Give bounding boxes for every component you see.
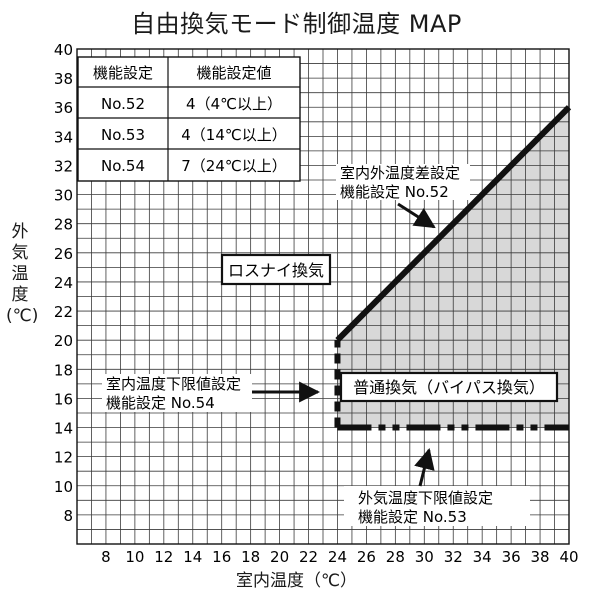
indoor-lower-callout: 室内温度下限値設定 機能設定 No.54 [102,374,321,412]
x-tick-label: 18 [241,548,260,566]
y-tick-label: 24 [54,274,73,292]
y-tick-label: 12 [54,449,73,467]
x-tick-label: 26 [357,548,376,566]
y-tick-label: 14 [54,420,73,438]
x-tick-label: 8 [101,548,111,566]
x-tick-label: 36 [502,548,521,566]
y-tick-label: 34 [54,128,73,146]
diff-setting-line [335,105,572,343]
table-cell: 4（14℃以上） [181,126,286,144]
plot-frame [76,48,570,545]
diff-callout-line2: 機能設定 No.52 [340,183,449,201]
x-tick-label: 12 [154,548,173,566]
y-axis-label-char: 度 [11,285,29,305]
table-cell: No.53 [101,126,145,144]
lossnay-label-box: ロスナイ換気 [220,253,332,286]
y-axis-label-char: 気 [11,243,29,263]
outdoor-lower-callout-line2: 機能設定 No.53 [358,508,467,526]
outdoor-lower-callout-line1: 外気温度下限値設定 [358,489,493,507]
y-tick-label: 28 [54,216,73,234]
x-tick-label: 14 [183,548,202,566]
bypass-label: 普通換気（バイパス換気） [353,378,545,397]
x-tick-label: 30 [415,548,434,566]
x-tick-labels: 8 10 12 14 16 18 20 22 24 26 28 30 32 34 36 38 40 [101,548,578,566]
y-tick-label: 36 [54,99,73,117]
lossnay-label: ロスナイ換気 [228,261,324,280]
diff-callout: 室内外温度差設定 機能設定 No.52 [336,164,470,229]
outdoor-lower-callout: 外気温度下限値設定 機能設定 No.53 [344,447,530,526]
outdoor-lower-callout-arrow [414,447,435,487]
y-tick-label: 16 [54,390,73,408]
table-header-setting: 機能設定 [93,64,153,82]
y-tick-label: 30 [54,187,73,205]
x-tick-label: 24 [328,548,347,566]
chart-title: 自由換気モード制御温度 MAP [131,10,462,38]
y-tick-label: 20 [54,332,73,350]
y-axis-label-char: 外 [11,222,29,242]
x-tick-label: 20 [270,548,289,566]
table-cell: No.54 [101,157,145,175]
y-tick-label: 10 [54,478,73,496]
x-axis-label: 室内温度（℃） [235,571,358,591]
y-tick-label: 8 [63,507,73,525]
x-tick-label: 38 [531,548,550,566]
indoor-lower-callout-line2: 機能設定 No.54 [106,394,215,412]
table-cell: 4（4℃以上） [186,95,282,113]
table-cell: No.52 [101,95,145,113]
x-tick-label: 22 [299,548,318,566]
y-tick-label: 22 [54,303,73,321]
table-cell: 7（24℃以上） [181,157,286,175]
table-header-value: 機能設定値 [196,64,271,82]
bypass-label-box: 普通換気（バイパス換気） [339,371,559,403]
y-tick-label: 18 [54,361,73,379]
x-tick-label: 40 [559,548,578,566]
diff-callout-line1: 室内外温度差設定 [340,164,460,182]
settings-table: 機能設定 機能設定値 No.52 4（4℃以上） No.53 4（14℃以上） … [77,56,301,182]
x-tick-label: 16 [212,548,231,566]
y-axis-label: 外 気 温 度 (℃) [6,222,39,327]
diff-callout-arrow [397,202,436,229]
y-tick-label: 40 [54,41,73,59]
y-tick-labels: 8 10 12 14 16 18 20 22 24 26 28 30 32 34 36 38 40 [54,41,73,525]
y-axis-label-unit: (℃) [6,306,39,326]
indoor-lower-callout-line1: 室内温度下限値設定 [106,375,241,393]
y-tick-label: 32 [54,157,73,175]
x-tick-label: 32 [444,548,463,566]
y-tick-label: 38 [54,70,73,88]
x-tick-label: 10 [125,548,144,566]
x-tick-label: 28 [386,548,405,566]
x-tick-label: 34 [473,548,492,566]
y-tick-label: 26 [54,245,73,263]
y-axis-label-char: 温 [11,264,29,284]
